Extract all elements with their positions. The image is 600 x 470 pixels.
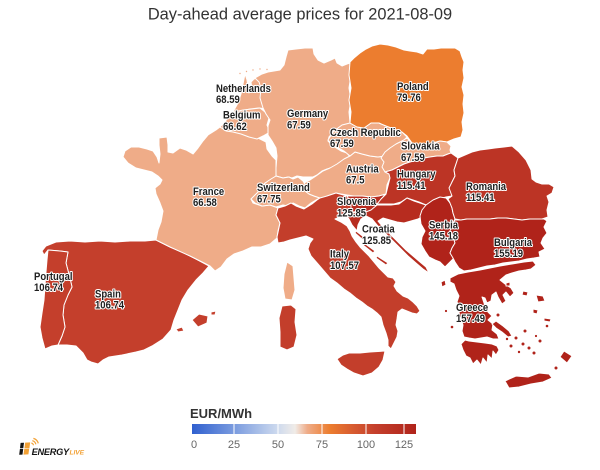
- svg-text:Serbia: Serbia: [429, 219, 459, 231]
- svg-text:155.19: 155.19: [494, 248, 523, 260]
- svg-text:Italy: Italy: [330, 249, 349, 261]
- svg-text:Slovakia: Slovakia: [401, 141, 440, 153]
- svg-text:Slovenia: Slovenia: [337, 196, 377, 208]
- svg-text:67.5: 67.5: [346, 175, 365, 187]
- svg-text:115.41: 115.41: [466, 192, 495, 204]
- svg-text:Netherlands: Netherlands: [216, 83, 271, 95]
- svg-text:25: 25: [228, 439, 240, 451]
- svg-text:66.58: 66.58: [193, 197, 217, 209]
- svg-text:Romania: Romania: [466, 181, 507, 193]
- svg-text:125: 125: [395, 439, 413, 451]
- svg-text:France: France: [193, 186, 224, 198]
- svg-text:Croatia: Croatia: [362, 224, 396, 236]
- svg-text:106.74: 106.74: [95, 300, 124, 312]
- svg-text:Portugal: Portugal: [34, 271, 73, 283]
- svg-text:EUR/MWh: EUR/MWh: [190, 406, 252, 421]
- svg-text:67.59: 67.59: [401, 152, 425, 164]
- svg-text:Bulgaria: Bulgaria: [494, 237, 533, 249]
- svg-text:67.75: 67.75: [257, 194, 281, 206]
- svg-text:Greece: Greece: [456, 302, 488, 314]
- svg-text:66.62: 66.62: [223, 121, 247, 133]
- svg-text:75: 75: [316, 439, 328, 451]
- svg-text:67.59: 67.59: [287, 120, 311, 132]
- svg-text:106.74: 106.74: [34, 282, 63, 294]
- svg-text:79.76: 79.76: [397, 92, 421, 104]
- svg-text:115.41: 115.41: [397, 180, 426, 192]
- svg-text:Poland: Poland: [397, 81, 429, 93]
- svg-text:157.49: 157.49: [456, 313, 485, 325]
- svg-text:ENERGY: ENERGY: [32, 447, 70, 457]
- svg-text:125.85: 125.85: [362, 235, 391, 247]
- svg-text:Spain: Spain: [95, 288, 121, 300]
- svg-text:Czech Republic: Czech Republic: [330, 127, 401, 139]
- svg-text:Switzerland: Switzerland: [257, 182, 310, 194]
- svg-text:LIVE: LIVE: [70, 450, 85, 457]
- svg-text:145.18: 145.18: [429, 231, 458, 243]
- svg-text:67.59: 67.59: [330, 138, 354, 150]
- svg-text:Hungary: Hungary: [397, 169, 436, 181]
- svg-text:Germany: Germany: [287, 108, 328, 120]
- svg-text:0: 0: [191, 439, 197, 451]
- svg-text:50: 50: [272, 439, 284, 451]
- svg-text:100: 100: [357, 439, 375, 451]
- svg-text:125.85: 125.85: [337, 207, 366, 219]
- svg-text:Belgium: Belgium: [223, 110, 261, 122]
- svg-text:107.57: 107.57: [330, 260, 359, 272]
- svg-text:Austria: Austria: [346, 163, 380, 175]
- svg-text:68.59: 68.59: [216, 94, 240, 106]
- svg-text:Day-ahead average prices for 2: Day-ahead average prices for 2021-08-09: [148, 6, 452, 24]
